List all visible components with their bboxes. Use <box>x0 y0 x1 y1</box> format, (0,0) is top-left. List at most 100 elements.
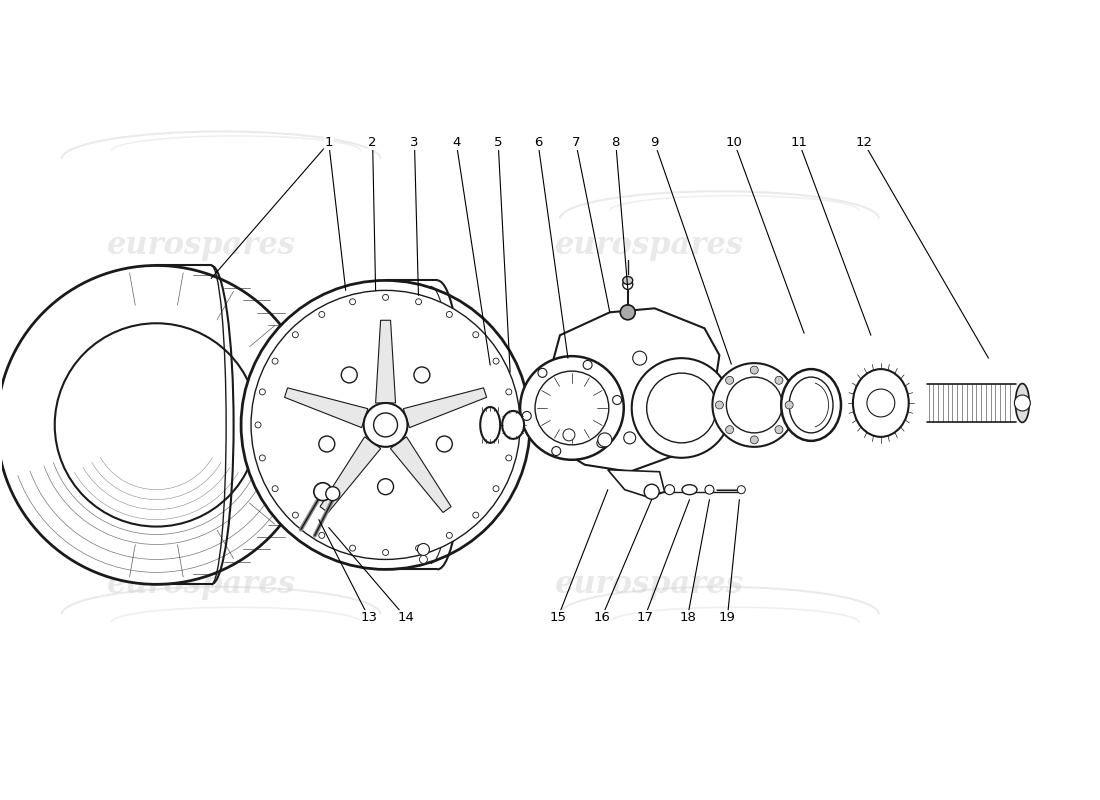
Text: 8: 8 <box>612 136 620 150</box>
Text: 12: 12 <box>856 136 872 150</box>
Circle shape <box>260 389 265 395</box>
Circle shape <box>737 486 746 494</box>
Circle shape <box>319 311 324 318</box>
Circle shape <box>623 279 632 290</box>
Circle shape <box>55 323 258 526</box>
Circle shape <box>632 351 647 365</box>
Circle shape <box>319 532 324 538</box>
Circle shape <box>522 411 531 421</box>
Circle shape <box>293 332 298 338</box>
Circle shape <box>473 332 478 338</box>
Circle shape <box>631 358 732 458</box>
Circle shape <box>251 290 520 559</box>
Circle shape <box>314 482 332 501</box>
Ellipse shape <box>781 369 842 441</box>
Circle shape <box>255 422 261 428</box>
Circle shape <box>383 550 388 555</box>
Ellipse shape <box>1015 383 1030 422</box>
Circle shape <box>620 305 635 320</box>
Circle shape <box>645 484 659 499</box>
Circle shape <box>726 426 734 434</box>
Circle shape <box>447 311 452 318</box>
Ellipse shape <box>682 485 697 494</box>
Text: 11: 11 <box>791 136 807 150</box>
Circle shape <box>750 436 758 444</box>
Circle shape <box>520 356 624 460</box>
Circle shape <box>374 413 397 437</box>
Circle shape <box>319 436 334 452</box>
Circle shape <box>350 545 355 551</box>
Polygon shape <box>375 320 396 403</box>
Circle shape <box>867 389 894 417</box>
Text: eurospares: eurospares <box>556 230 744 261</box>
Circle shape <box>293 512 298 518</box>
Polygon shape <box>320 437 381 513</box>
Text: 17: 17 <box>636 610 653 624</box>
Text: 5: 5 <box>494 136 503 150</box>
Text: 7: 7 <box>572 136 580 150</box>
Circle shape <box>664 485 674 494</box>
Circle shape <box>510 422 516 428</box>
Circle shape <box>776 376 783 384</box>
Circle shape <box>535 371 608 445</box>
Ellipse shape <box>481 407 500 443</box>
Circle shape <box>260 455 265 461</box>
Circle shape <box>750 366 758 374</box>
Text: eurospares: eurospares <box>107 569 296 600</box>
Text: 6: 6 <box>534 136 542 150</box>
Circle shape <box>419 555 428 563</box>
Text: 4: 4 <box>452 136 461 150</box>
Circle shape <box>506 389 512 395</box>
Text: 10: 10 <box>726 136 742 150</box>
Circle shape <box>416 545 421 551</box>
Circle shape <box>377 478 394 494</box>
Polygon shape <box>285 388 367 428</box>
Text: 9: 9 <box>650 136 659 150</box>
Circle shape <box>272 486 278 492</box>
Circle shape <box>785 401 793 409</box>
Circle shape <box>776 426 783 434</box>
Ellipse shape <box>623 277 632 285</box>
Text: 15: 15 <box>550 610 566 624</box>
Circle shape <box>705 486 714 494</box>
Circle shape <box>364 403 407 447</box>
Circle shape <box>326 486 340 501</box>
Circle shape <box>715 401 724 409</box>
Text: 1: 1 <box>324 136 333 150</box>
Text: 1: 1 <box>324 136 333 150</box>
Circle shape <box>418 543 429 555</box>
Circle shape <box>0 266 316 584</box>
Circle shape <box>597 433 612 447</box>
Circle shape <box>647 373 716 443</box>
Text: 13: 13 <box>360 610 377 624</box>
Circle shape <box>726 377 782 433</box>
Circle shape <box>624 432 636 444</box>
Circle shape <box>414 367 430 383</box>
Circle shape <box>272 358 278 364</box>
Circle shape <box>437 436 452 452</box>
Circle shape <box>538 368 547 378</box>
Circle shape <box>1014 395 1031 411</box>
Text: 18: 18 <box>679 610 696 624</box>
Ellipse shape <box>852 369 909 437</box>
Circle shape <box>583 361 592 370</box>
Circle shape <box>597 438 606 447</box>
Text: 19: 19 <box>719 610 736 624</box>
Circle shape <box>493 358 499 364</box>
Circle shape <box>241 281 530 570</box>
Text: 2: 2 <box>368 136 377 150</box>
Text: 16: 16 <box>593 610 611 624</box>
Text: eurospares: eurospares <box>107 230 296 261</box>
Polygon shape <box>404 388 486 428</box>
Circle shape <box>447 532 452 538</box>
Polygon shape <box>542 308 719 472</box>
Polygon shape <box>608 470 664 498</box>
Polygon shape <box>390 437 451 513</box>
Circle shape <box>563 429 575 441</box>
Circle shape <box>473 512 478 518</box>
Text: 14: 14 <box>397 610 414 624</box>
Circle shape <box>726 376 734 384</box>
Text: 3: 3 <box>410 136 419 150</box>
Circle shape <box>416 298 421 305</box>
Circle shape <box>552 446 561 455</box>
